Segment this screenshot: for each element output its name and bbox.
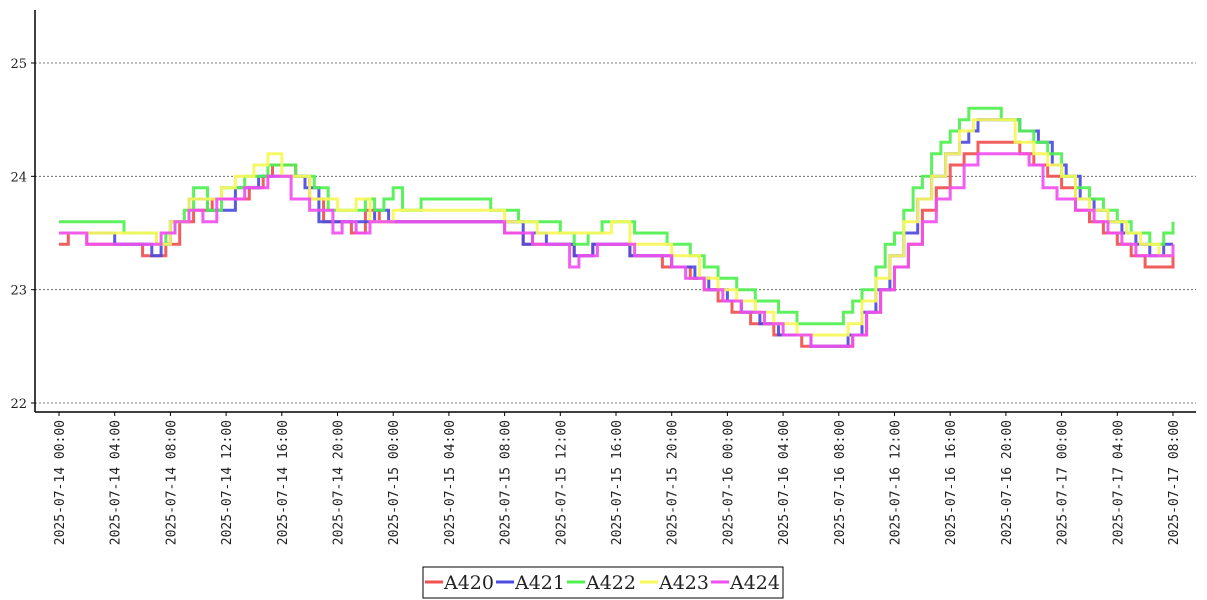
x-tick-label: 2025-07-15 12:00 xyxy=(554,420,569,545)
x-tick-label: 2025-07-14 12:00 xyxy=(220,420,235,545)
x-tick-label: 2025-07-14 00:00 xyxy=(53,420,68,545)
x-tick-label: 2025-07-15 08:00 xyxy=(499,420,514,545)
x-tick-label: 2025-07-16 08:00 xyxy=(833,420,848,545)
legend-label: A420 xyxy=(443,572,494,594)
series-line-a422 xyxy=(59,106,1175,326)
x-tick-label: 2025-07-15 16:00 xyxy=(610,420,625,545)
legend-box xyxy=(422,566,784,599)
x-tick-label: 2025-07-14 16:00 xyxy=(276,420,291,545)
series-lines xyxy=(59,106,1175,348)
legend: A420 A421 A422 A423 A424 xyxy=(422,566,784,599)
x-tick-label: 2025-07-15 04:00 xyxy=(443,420,458,545)
series-line-a424 xyxy=(59,152,1175,348)
x-tick-label: 2025-07-15 20:00 xyxy=(666,420,681,545)
x-tick-label: 2025-07-17 00:00 xyxy=(1056,420,1071,545)
x-tick-label: 2025-07-16 00:00 xyxy=(721,420,736,545)
x-tick-label: 2025-07-14 08:00 xyxy=(164,420,179,545)
x-tick-label: 2025-07-16 12:00 xyxy=(889,420,904,545)
gridlines xyxy=(35,62,1196,404)
x-tick-labels: 2025-07-14 00:00 2025-07-14 04:00 2025-07-… xyxy=(53,412,1182,545)
y-tick-labels: 22 23 24 25 xyxy=(10,57,35,412)
x-tick-label: 2025-07-16 04:00 xyxy=(777,420,792,545)
x-tick-label: 2025-07-17 04:00 xyxy=(1111,420,1126,545)
series-line-a423 xyxy=(59,118,1173,337)
legend-label: A423 xyxy=(658,572,709,594)
x-tick-label: 2025-07-15 00:00 xyxy=(387,420,402,545)
x-tick-label: 2025-07-14 04:00 xyxy=(109,420,124,545)
legend-label: A421 xyxy=(514,572,565,594)
y-tick-label: 24 xyxy=(10,170,27,185)
x-tick-label: 2025-07-14 20:00 xyxy=(332,420,347,545)
x-tick-label: 2025-07-16 20:00 xyxy=(1000,420,1015,545)
legend-label: A424 xyxy=(729,572,780,594)
y-tick-label: 25 xyxy=(10,57,27,72)
legend-label: A422 xyxy=(585,572,636,594)
x-tick-label: 2025-07-17 08:00 xyxy=(1167,420,1182,545)
y-tick-label: 23 xyxy=(10,284,27,299)
y-tick-label: 22 xyxy=(10,397,27,412)
x-tick-label: 2025-07-16 16:00 xyxy=(944,420,959,545)
